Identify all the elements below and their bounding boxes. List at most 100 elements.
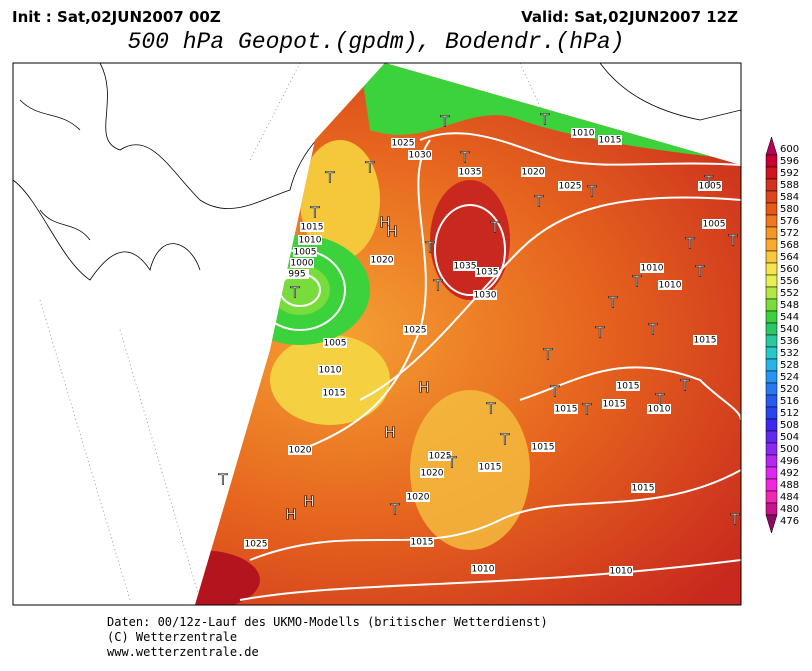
colorbar-cell xyxy=(765,298,778,312)
isobar-label-box xyxy=(698,181,722,191)
colorbar-cell xyxy=(765,214,778,228)
pressure-center: H xyxy=(303,493,314,511)
colorbar-label: 504 xyxy=(780,432,799,443)
colorbar-label: 588 xyxy=(780,180,799,191)
isobar-label-box xyxy=(554,404,578,414)
isobar-label: 1010 xyxy=(319,366,342,376)
footer-line: (C) Wetterzentrale xyxy=(107,630,237,644)
isobar-label: 1000 xyxy=(291,259,314,269)
isobar-label: 1015 xyxy=(632,484,655,494)
isobar-label: 1025 xyxy=(429,452,452,462)
isobar-label-box xyxy=(453,261,477,271)
valid-time: Valid: Sat,02JUN2007 12Z xyxy=(521,8,738,26)
colorbar-cell xyxy=(765,310,778,324)
isobar-label-box xyxy=(298,235,322,245)
isobar-label-box xyxy=(602,399,626,409)
pressure-center: T xyxy=(542,346,553,364)
colorbar-cell xyxy=(765,322,778,336)
colorbar-label: 556 xyxy=(780,276,799,287)
pressure-center: T xyxy=(607,294,618,312)
isobar-label: 1030 xyxy=(409,151,432,161)
pressure-center: T xyxy=(217,471,228,489)
colorbar-cell xyxy=(765,442,778,456)
colorbar-label: 572 xyxy=(780,228,799,239)
pressure-center: T xyxy=(581,401,592,419)
colorbar-label: 540 xyxy=(780,324,799,335)
isobar-label-box xyxy=(293,247,317,257)
pressure-center: T xyxy=(679,377,690,395)
isobar xyxy=(419,132,741,166)
colorbar-label: 528 xyxy=(780,360,799,371)
pressure-center: T xyxy=(694,263,705,281)
isobar-label: 1030 xyxy=(474,291,497,301)
colorbar-cell xyxy=(765,226,778,240)
pressure-center: T xyxy=(309,204,320,222)
isobar-label-box xyxy=(406,492,430,502)
isobar-label-box xyxy=(609,566,633,576)
pressure-center: H xyxy=(386,223,397,241)
isobar-label-box xyxy=(558,181,582,191)
isobar-label-box xyxy=(471,564,495,574)
colorbar-label: 508 xyxy=(780,420,799,431)
isobar-label: 1035 xyxy=(454,262,477,272)
isobar-label: 1015 xyxy=(617,382,640,392)
pressure-center: T xyxy=(439,113,450,131)
colorbar-label: 576 xyxy=(780,216,799,227)
pressure-center: T xyxy=(549,383,560,401)
isobar-label: 1010 xyxy=(610,567,633,577)
pressure-center: T xyxy=(586,183,597,201)
colorbar-label: 492 xyxy=(780,468,799,479)
isobar xyxy=(359,196,741,401)
isobar-label: 1025 xyxy=(559,182,582,192)
isobar-label-box xyxy=(458,167,482,177)
colorbar-cell xyxy=(765,178,778,192)
isobar-label: 1035 xyxy=(459,168,482,178)
isobar-label: 1010 xyxy=(299,236,322,246)
footer-line: Daten: 00/12z-Lauf des UKMO-Modells (bri… xyxy=(107,615,548,629)
colorbar-cell xyxy=(765,430,778,444)
pressure-center: T xyxy=(703,173,714,191)
isobar-label: 1015 xyxy=(301,223,324,233)
isobar xyxy=(434,204,506,296)
base-map xyxy=(13,63,741,601)
isobar-label: 1010 xyxy=(659,281,682,291)
colorbar-label: 548 xyxy=(780,300,799,311)
coastline xyxy=(99,63,386,209)
isobar-label-box xyxy=(322,388,346,398)
graticule xyxy=(39,63,561,601)
isobar-label-box xyxy=(391,138,415,148)
isobar-label: 995 xyxy=(288,270,305,280)
colorbar-label: 532 xyxy=(780,348,799,359)
isobar-label: 1015 xyxy=(479,463,502,473)
isobar-label: 1025 xyxy=(404,326,427,336)
isobar-label: 1005 xyxy=(703,220,726,230)
isobar-label: 1010 xyxy=(648,405,671,415)
pressure-center: T xyxy=(631,273,642,291)
isobar-label-box xyxy=(531,442,555,452)
isobar-label-box xyxy=(631,483,655,493)
isobar-label: 1005 xyxy=(294,248,317,258)
pressure-center: T xyxy=(684,235,695,253)
isobar-label: 1015 xyxy=(532,443,555,453)
colorbar-cell xyxy=(765,202,778,216)
colorbar-label: 512 xyxy=(780,408,799,419)
isobar-label-box xyxy=(290,258,314,268)
init-time: Init : Sat,02JUN2007 00Z xyxy=(12,8,221,26)
pressure-center: T xyxy=(654,391,665,409)
colorbar-label: 480 xyxy=(780,504,799,515)
pressure-center: T xyxy=(727,232,738,250)
pressure-center: T xyxy=(459,149,470,167)
colorbar-cell xyxy=(765,358,778,372)
colorbar-label: 520 xyxy=(780,384,799,395)
colorbar-cell xyxy=(765,418,778,432)
isobar-label-box xyxy=(598,135,622,145)
isobar-label-box xyxy=(702,219,726,229)
isobar-label: 1020 xyxy=(289,446,312,456)
isobar-label-box xyxy=(420,468,444,478)
isobar-label-box xyxy=(244,539,268,549)
isobar-label-box xyxy=(521,167,545,177)
colorbar-cell xyxy=(765,514,778,534)
isobar-label-box xyxy=(478,462,502,472)
isobar-label-box xyxy=(408,150,432,160)
